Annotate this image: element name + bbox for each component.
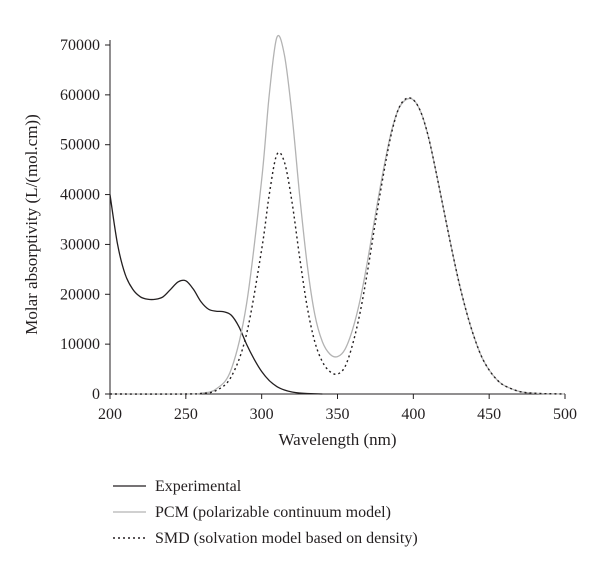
axes [109, 40, 565, 395]
y-tick-label: 70000 [60, 37, 100, 54]
x-tick-label: 300 [250, 406, 274, 423]
series-line-smd [109, 97, 566, 395]
y-axis-title: Molar absorptivity (L/(mol.cm)) [22, 114, 41, 334]
y-ticks: 0 10000 20000 30000 40000 50000 60000 70000 [60, 37, 110, 403]
x-tick-label: 200 [98, 406, 122, 423]
legend: Experimental PCM (polarizable continuum m… [113, 478, 418, 547]
series-line-pcm [109, 34, 566, 395]
y-tick-label: 30000 [60, 236, 100, 253]
x-tick-label: 450 [477, 406, 501, 423]
y-tick-label: 20000 [60, 286, 100, 303]
x-tick-label: 500 [553, 406, 577, 423]
legend-item-smd: SMD (solvation model based on density) [113, 530, 418, 547]
legend-label: SMD (solvation model based on density) [155, 530, 418, 547]
series-layer [109, 34, 566, 395]
y-tick-label: 60000 [60, 87, 100, 104]
x-tick-label: 400 [401, 406, 425, 423]
series-line-experimental [109, 194, 323, 395]
x-axis-title: Wavelength (nm) [278, 430, 396, 449]
legend-item-pcm: PCM (polarizable continuum model) [113, 504, 391, 521]
y-tick-label: 40000 [60, 187, 100, 204]
x-ticks: 200 250 300 350 400 450 500 [98, 394, 577, 423]
legend-label: PCM (polarizable continuum model) [155, 504, 391, 521]
legend-item-experimental: Experimental [113, 478, 242, 495]
x-tick-label: 350 [326, 406, 350, 423]
y-tick-label: 10000 [60, 336, 100, 353]
y-tick-label: 50000 [60, 137, 100, 154]
legend-label: Experimental [155, 478, 242, 495]
y-tick-label: 0 [92, 386, 100, 403]
x-tick-label: 250 [174, 406, 198, 423]
